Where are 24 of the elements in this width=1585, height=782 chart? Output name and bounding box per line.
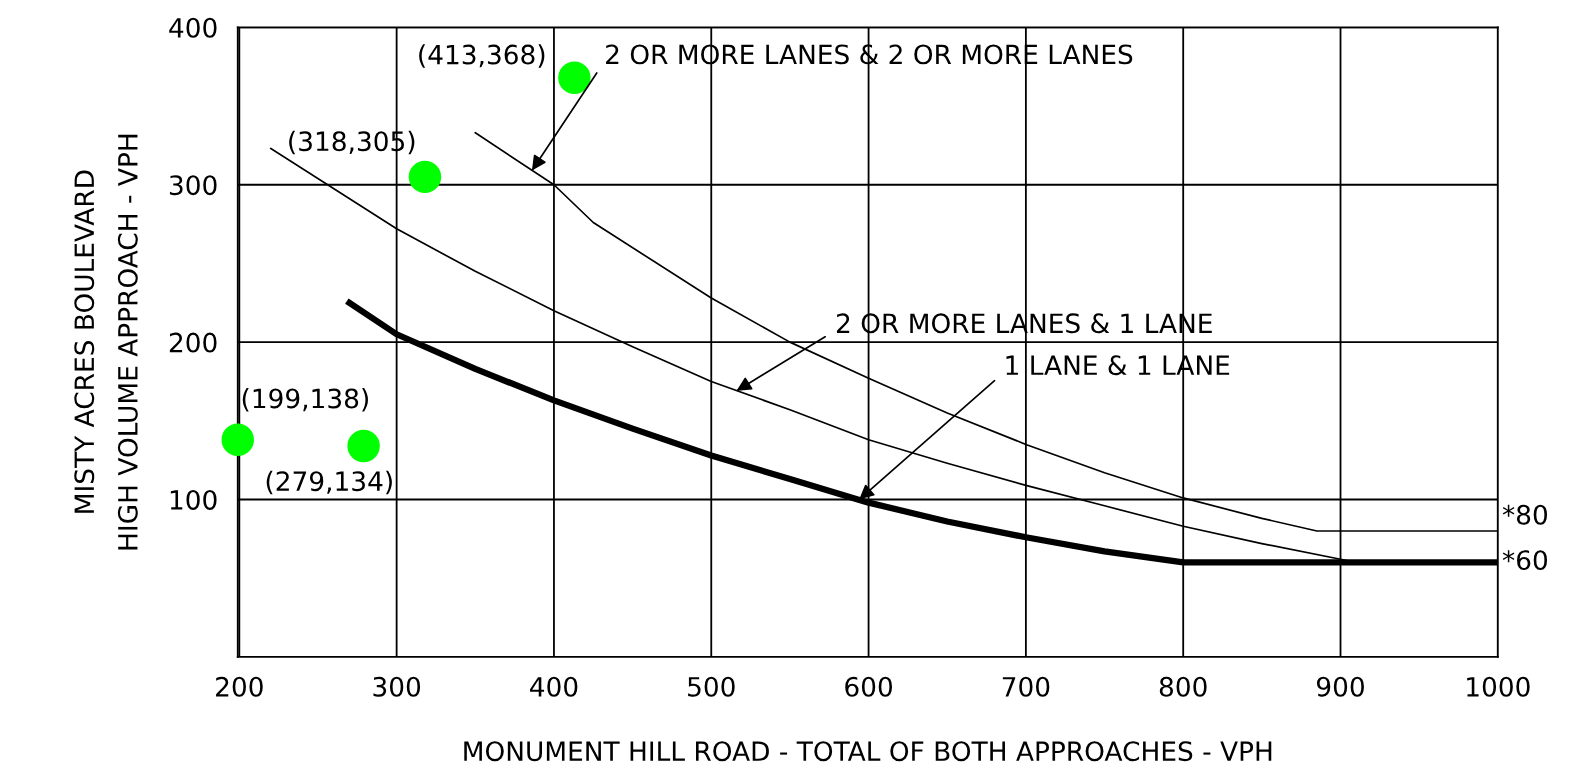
y-axis-title: MISTY ACRES BOULEVARD HIGH VOLUME APPROACH - VPH xyxy=(74,134,138,550)
point xyxy=(347,429,380,463)
x-tick-label: 600 xyxy=(845,676,893,697)
annotation: *80 xyxy=(1502,504,1548,525)
annotation: (413,368) xyxy=(419,44,545,68)
annotation: (199,138) xyxy=(242,388,368,412)
annotation: (279,134) xyxy=(266,470,392,495)
point xyxy=(221,423,254,456)
x-tick-label: 800 xyxy=(1159,676,1207,697)
x-tick-label: 1000 xyxy=(1467,676,1530,697)
point xyxy=(558,61,591,94)
y-tick-label: 400 xyxy=(169,17,217,38)
x-tick-label: 900 xyxy=(1316,676,1364,697)
annotation: *60 xyxy=(1502,550,1548,571)
x-tick-label: 200 xyxy=(216,676,263,697)
point xyxy=(408,160,442,194)
y-tick-label: 300 xyxy=(169,175,217,196)
y-tick-label: 100 xyxy=(170,489,217,510)
x-axis-title: MONUMENT HILL ROAD - TOTAL OF BOTH APPROACHES - VPH xyxy=(464,741,1272,762)
x-tick-label: 400 xyxy=(530,676,578,697)
x-tick-label: 500 xyxy=(688,676,735,697)
y-tick-label: 200 xyxy=(169,332,217,353)
x-tick-label: 300 xyxy=(373,676,421,697)
x-tick-label: 700 xyxy=(1002,676,1050,697)
